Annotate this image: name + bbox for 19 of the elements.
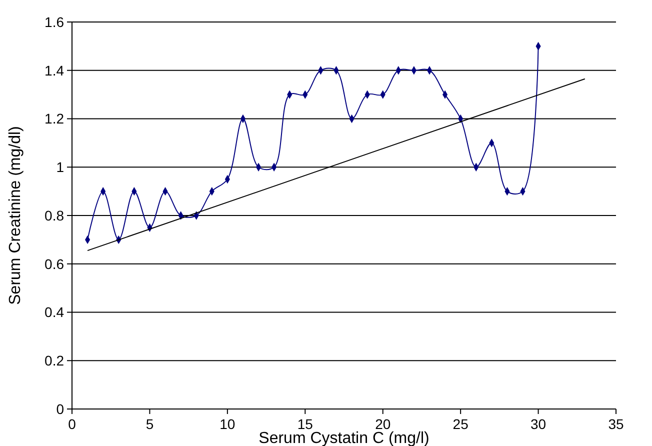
y-tick-label: 0.8: [44, 207, 64, 224]
x-tick-label: 25: [452, 416, 469, 432]
x-tick-label: 35: [608, 416, 624, 432]
y-tick-label: 1: [56, 159, 64, 176]
y-tick-label: 1.4: [44, 62, 64, 78]
y-tick-label: 1.2: [44, 110, 64, 127]
y-axis-title: Serum Creatinine (mg/dl): [7, 126, 24, 305]
x-tick-label: 20: [375, 416, 391, 432]
y-tick-label: 0: [56, 400, 64, 417]
x-tick-label: 0: [68, 416, 76, 432]
x-tick-label: 15: [297, 416, 314, 432]
y-tick-label: 0.4: [44, 304, 64, 320]
x-tick-label: 10: [220, 416, 236, 432]
y-tick-label: 0.2: [44, 352, 64, 369]
y-tick-label: 0.6: [44, 256, 64, 272]
y-tick-label: 1.6: [44, 14, 64, 30]
x-tick-label: 5: [146, 416, 154, 432]
x-tick-label: 30: [530, 416, 546, 432]
x-axis-title: Serum Cystatin C (mg/l): [258, 430, 430, 446]
